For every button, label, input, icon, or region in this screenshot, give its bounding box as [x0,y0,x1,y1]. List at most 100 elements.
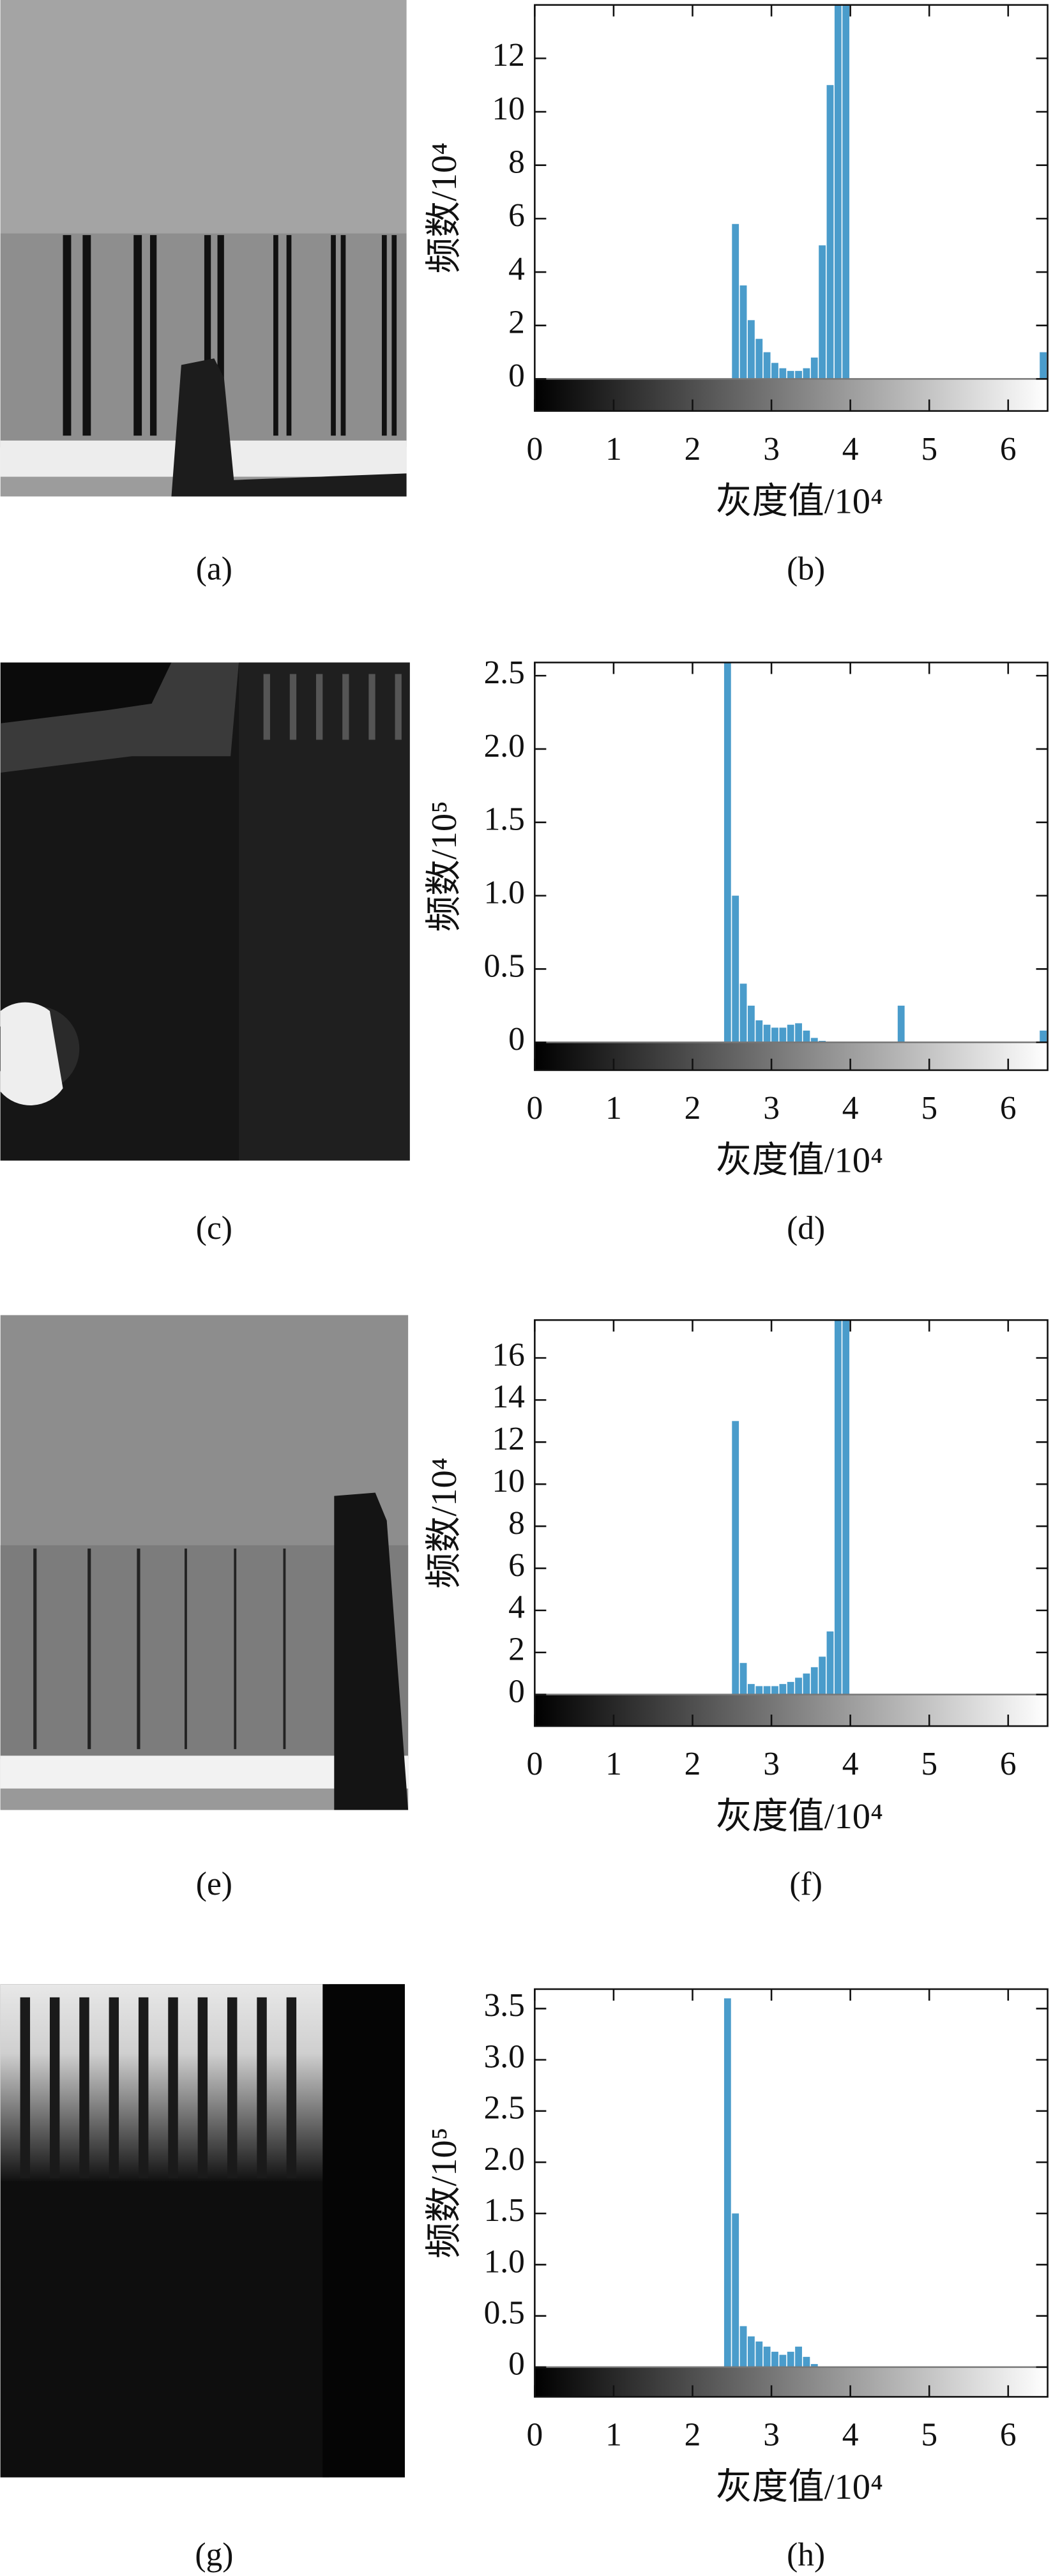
x-tick-label: 4 [842,431,859,467]
x-tick-label: 2 [685,1090,701,1126]
bar [803,1673,810,1695]
bar [803,1030,810,1043]
y-axis-label: 频数/10⁴ [425,142,464,273]
x-tick-label: 4 [842,1746,859,1782]
bar [739,285,747,379]
bar [763,1024,771,1043]
bar [1040,352,1047,379]
bar [787,2351,794,2367]
x-tick-label: 5 [921,2417,937,2453]
y-tick-label: 1.5 [484,801,525,838]
y-tick-label: 3.5 [484,1987,525,2024]
bar [787,1024,794,1043]
x-tick-label: 1 [605,2417,622,2453]
x-tick-label: 6 [1000,1090,1017,1126]
y-tick-label: 4 [508,1589,525,1626]
bar [732,2213,739,2367]
bar [748,2336,755,2367]
x-tick-label: 2 [685,1746,701,1782]
image-c [0,662,410,1161]
image-caption: (c) [196,1210,232,1246]
bar [763,352,771,379]
y-tick-label: 1.5 [484,2192,525,2229]
x-tick-label: 6 [1000,2417,1017,2453]
y-tick-label: 12 [492,1421,524,1457]
bar [803,368,810,379]
image-a [0,0,407,497]
y-axis-label: 频数/10⁴ [425,1457,464,1588]
gray-scale-bar [534,379,1048,411]
y-axis-label: 频数/10⁵ [425,801,464,932]
y-tick-label: 3.0 [484,2038,525,2075]
bar [723,1998,731,2367]
bars [732,1320,850,1695]
y-tick-label: 14 [492,1379,524,1415]
y-axis-label: 频数/10⁵ [425,2127,464,2258]
bar [826,1631,834,1695]
x-tick-label: 0 [527,1090,543,1126]
bar [755,2341,763,2367]
x-tick-label: 6 [1000,431,1017,467]
image-caption: (e) [196,1866,232,1902]
x-tick-label: 4 [842,2417,859,2453]
y-tick-label: 0 [508,2346,525,2383]
gray-scale-bar [534,2367,1048,2397]
bar [819,1656,826,1695]
y-tick-label: 6 [508,1547,525,1584]
x-tick-label: 3 [763,2417,780,2453]
bar [810,2364,818,2367]
y-tick-label: 0.5 [484,948,525,984]
bar [842,4,850,379]
y-tick-label: 4 [508,251,525,287]
bars [732,4,1047,379]
y-tick-label: 6 [508,197,525,234]
bar [732,224,739,379]
y-tick-label: 2.0 [484,728,525,764]
y-tick-label: 0 [508,1021,525,1057]
image-caption: (g) [195,2536,233,2573]
bar [755,338,763,379]
bar [787,370,794,379]
y-tick-label: 8 [508,1505,525,1542]
bar [810,1667,818,1695]
bar [810,357,818,379]
x-axis-label: 灰度值/10⁴ [716,1141,883,1181]
bar [739,1663,747,1695]
bar [755,1686,763,1695]
bar [771,1686,778,1695]
plot-frame [534,1319,1049,1727]
bar [763,1686,771,1695]
bar [795,1023,802,1043]
x-tick-label: 5 [921,1746,937,1782]
y-tick-label: 0 [508,1673,525,1709]
x-tick-label: 3 [763,431,780,467]
x-tick-label: 3 [763,1746,780,1782]
bar [779,1027,787,1043]
y-tick-label: 0.5 [484,2294,525,2331]
bar [748,1684,755,1695]
bar [787,1681,794,1695]
bar [779,1684,787,1695]
chart-caption: (d) [787,1210,825,1246]
y-tick-label: 2.5 [484,655,525,691]
bar [803,2356,810,2367]
x-tick-label: 4 [842,1090,859,1126]
bar [732,895,739,1043]
x-tick-label: 2 [685,2417,701,2453]
bars [723,1998,818,2367]
x-tick-label: 0 [527,2417,543,2453]
gray-scale-bar [534,1694,1048,1727]
bar [779,368,787,379]
y-tick-label: 1.0 [484,2243,525,2280]
bar [842,1320,850,1695]
bars [723,662,1047,1043]
x-tick-label: 6 [1000,1746,1017,1782]
bar [739,983,747,1043]
y-tick-label: 10 [492,91,524,127]
y-tick-label: 2 [508,1632,525,1668]
bar [834,1320,842,1695]
chart-caption: (b) [787,551,825,587]
y-tick-label: 2 [508,305,525,341]
x-tick-label: 1 [605,431,622,467]
bar [810,1038,818,1043]
